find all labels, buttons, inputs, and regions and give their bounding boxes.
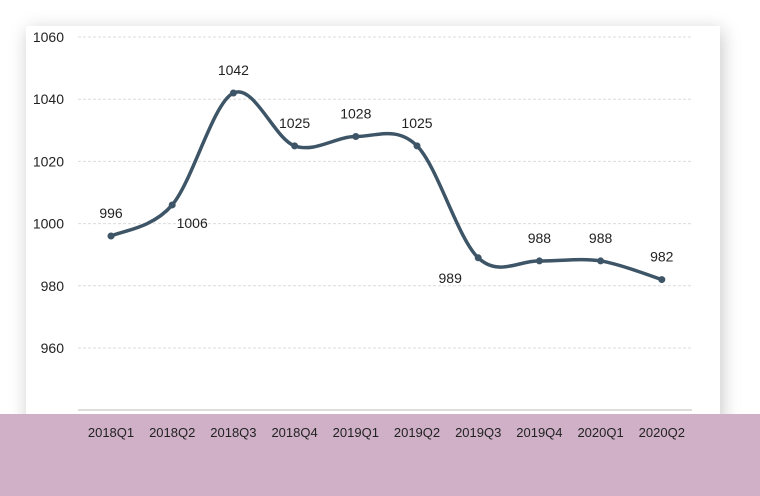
series-line: [109, 90, 664, 282]
data-label: 988: [589, 230, 613, 246]
x-tick-label: 2019Q3: [455, 425, 501, 440]
footer-band: [0, 414, 760, 496]
data-label: 1025: [401, 115, 432, 131]
data-label: 1006: [177, 215, 208, 231]
y-tick-label: 960: [41, 340, 65, 356]
data-point: [107, 232, 115, 240]
x-tick-label: 2019Q2: [394, 425, 440, 440]
x-tick-label: 2019Q1: [333, 425, 379, 440]
x-axis: 2018Q1 2018Q2 2018Q3 2018Q4 2019Q1 2019Q2 2019…: [78, 409, 692, 440]
data-label: 1042: [218, 62, 249, 78]
data-point: [474, 254, 482, 262]
x-tick-label: 2018Q3: [210, 425, 256, 440]
gridlines: [78, 36, 692, 349]
data-label: 989: [439, 270, 463, 286]
y-axis: 960 980 1000 1020 1040 1060: [33, 29, 64, 356]
data-label: 1025: [279, 115, 310, 131]
x-tick-label: 2020Q2: [639, 425, 685, 440]
data-point: [291, 142, 299, 150]
y-tick-label: 1000: [33, 216, 64, 232]
data-point: [535, 257, 543, 265]
y-tick-label: 1060: [33, 29, 64, 45]
x-tick-label: 2018Q4: [271, 425, 317, 440]
data-label: 996: [99, 205, 123, 221]
x-tick-label: 2019Q4: [516, 425, 562, 440]
data-point: [413, 142, 421, 150]
chart-card: [26, 26, 720, 446]
y-tick-label: 1020: [33, 153, 64, 169]
x-tick-label: 2018Q2: [149, 425, 195, 440]
data-point: [658, 276, 666, 284]
data-point: [229, 89, 237, 97]
data-label: 1028: [340, 106, 371, 122]
data-label: 988: [528, 230, 552, 246]
data-point: [168, 201, 176, 209]
y-tick-label: 1040: [33, 91, 64, 107]
y-tick-label: 980: [41, 278, 65, 294]
data-point: [352, 133, 360, 141]
data-points: [107, 89, 666, 284]
x-tick-label: 2018Q1: [88, 425, 134, 440]
data-point: [597, 257, 605, 265]
x-tick-label: 2020Q1: [577, 425, 623, 440]
data-labels: 996 1006 1042 1025 1028 1025 989 988 988 982: [99, 62, 673, 286]
data-label: 982: [650, 249, 674, 265]
